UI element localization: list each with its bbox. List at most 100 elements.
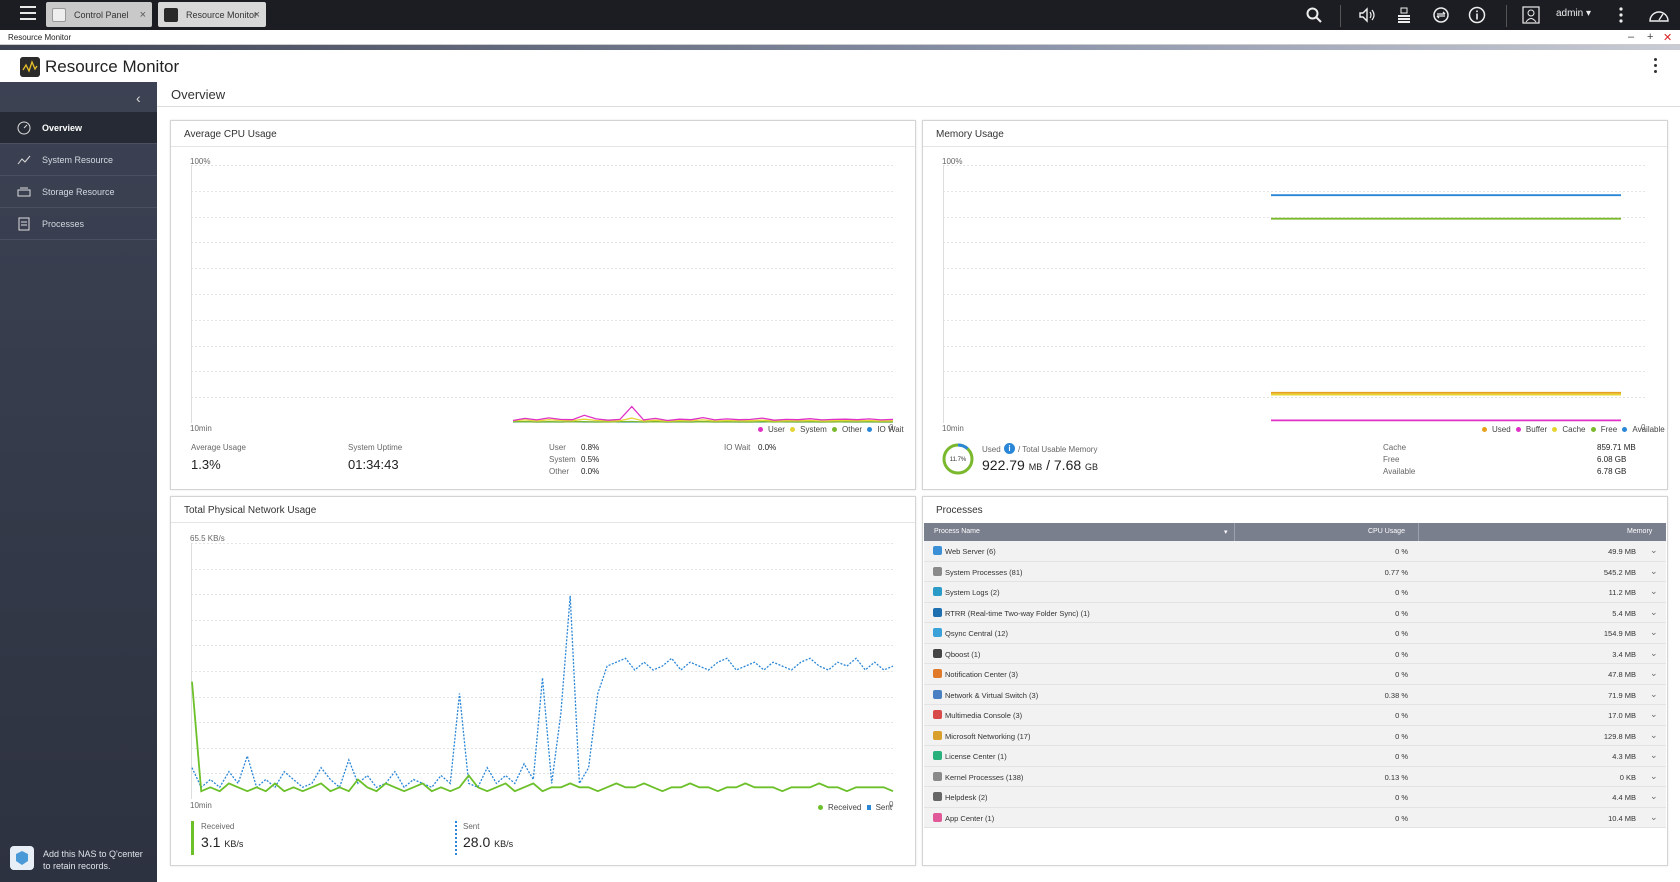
other-value: 0.0% (581, 467, 600, 476)
table-row[interactable]: App Center (1) 0 % 10.4 MB ⌄ (924, 807, 1666, 828)
sidebar-item-label: System Resource (42, 154, 114, 165)
close-tab-icon[interactable]: × (139, 8, 146, 21)
legend-item: Sent (866, 803, 892, 812)
divider (171, 146, 915, 147)
expand-row-icon[interactable]: ⌄ (1650, 770, 1658, 781)
sidebar-item-processes[interactable]: Processes (0, 208, 157, 240)
user-menu[interactable]: admin ▾ (1556, 8, 1592, 19)
search-icon[interactable] (1305, 6, 1323, 24)
table-row[interactable]: Kernel Processes (138) 0.13 % 0 KB ⌄ (924, 766, 1666, 787)
table-row[interactable]: License Center (1) 0 % 4.3 MB ⌄ (924, 746, 1666, 767)
dashboard-gauge-icon[interactable] (1648, 6, 1670, 24)
user-label: User (549, 443, 566, 452)
legend-item: Free (1590, 425, 1617, 434)
maximize-button[interactable]: + (1647, 31, 1654, 43)
column-cpu-usage[interactable]: CPU Usage (1368, 528, 1405, 535)
column-process-name[interactable]: Process Name (934, 528, 980, 535)
series-line-system (512, 417, 894, 422)
table-row[interactable]: System Logs (2) 0 % 11.2 MB ⌄ (924, 582, 1666, 603)
legend-item: Other (832, 425, 862, 434)
window-accent-bar (0, 45, 1680, 50)
table-row[interactable]: Qsync Central (12) 0 % 154.9 MB ⌄ (924, 623, 1666, 644)
volume-icon[interactable] (1358, 6, 1376, 24)
close-window-button[interactable]: ✕ (1663, 32, 1673, 44)
summary-separator: / (1046, 457, 1050, 473)
table-row[interactable]: Notification Center (3) 0 % 47.8 MB ⌄ (924, 664, 1666, 685)
total-value: 7.68 (1053, 457, 1082, 473)
info-icon[interactable] (1468, 6, 1486, 24)
process-cpu: 0 % (1395, 608, 1408, 618)
info-icon[interactable]: i (1004, 443, 1015, 454)
expand-row-icon[interactable]: ⌄ (1650, 811, 1658, 822)
expand-row-icon[interactable]: ⌄ (1650, 545, 1658, 555)
resource-monitor-logo-icon (20, 57, 40, 77)
expand-row-icon[interactable]: ⌄ (1650, 709, 1658, 719)
table-row[interactable]: Network & Virtual Switch (3) 0.38 % 71.9 M… (924, 684, 1666, 705)
sidebar-item-storage-resource[interactable]: Storage Resource (0, 176, 157, 208)
expand-row-icon[interactable]: ⌄ (1650, 627, 1658, 637)
process-icon (933, 812, 942, 822)
legend-item: User (758, 425, 785, 434)
expand-row-icon[interactable]: ⌄ (1650, 668, 1658, 678)
process-icon (933, 730, 942, 740)
zero-label: 0 (1641, 423, 1646, 432)
table-row[interactable]: Helpdesk (2) 0 % 4.4 MB ⌄ (924, 787, 1666, 808)
user-avatar-icon[interactable] (1522, 6, 1540, 24)
tab-control-panel[interactable]: Control Panel × (46, 2, 152, 27)
table-row[interactable]: Web Server (6) 0 % 49.9 MB ⌄ (924, 541, 1666, 562)
close-tab-icon[interactable]: × (253, 8, 260, 21)
table-row[interactable]: System Processes (81) 0.77 % 545.2 MB ⌄ (924, 561, 1666, 582)
expand-row-icon[interactable]: ⌄ (1650, 565, 1658, 576)
process-memory: 545.2 MB (1603, 567, 1636, 577)
column-divider (1418, 523, 1419, 541)
free-value: 6.08 GB (1597, 455, 1627, 464)
column-memory[interactable]: Memory (1627, 528, 1653, 535)
process-cpu: 0 % (1395, 813, 1408, 823)
process-memory: 49.9 MB (1608, 547, 1636, 556)
sidebar-item-overview[interactable]: Overview (0, 112, 157, 144)
expand-row-icon[interactable]: ⌄ (1650, 791, 1658, 801)
process-name: Kernel Processes (138) (945, 772, 1024, 782)
process-name: Helpdesk (2) (945, 793, 988, 802)
expand-row-icon[interactable]: ⌄ (1650, 647, 1658, 658)
list-icon (18, 217, 30, 230)
tasks-icon[interactable] (1395, 6, 1413, 24)
sent-unit: KB/s (494, 839, 514, 849)
process-icon (933, 689, 942, 699)
dashboard-icon (17, 121, 31, 134)
window-title-bar: Resource Monitor – + ✕ (0, 30, 1680, 45)
process-name: Web Server (6) (945, 547, 996, 556)
expand-row-icon[interactable]: ⌄ (1650, 586, 1658, 596)
process-name: Qsync Central (12) (945, 629, 1008, 638)
legend-item: Available (1622, 425, 1665, 434)
total-unit: GB (1085, 462, 1099, 472)
divider (171, 522, 915, 523)
sent-marker (455, 821, 457, 855)
series-line-received (191, 681, 894, 793)
legend-item: Cache (1552, 425, 1585, 434)
memory-gauge: 11.7% (942, 443, 974, 475)
cpu-legend: User System Other IO Wait (755, 425, 904, 434)
more-options-icon[interactable] (1612, 6, 1630, 24)
tab-label: Resource Monitor (186, 9, 258, 20)
sort-icon[interactable]: ▾ (1224, 529, 1228, 536)
expand-row-icon[interactable]: ⌄ (1650, 606, 1658, 617)
table-row[interactable]: Multimedia Console (3) 0 % 17.0 MB ⌄ (924, 705, 1666, 726)
table-row[interactable]: Qboost (1) 0 % 3.4 MB ⌄ (924, 643, 1666, 664)
expand-row-icon[interactable]: ⌄ (1650, 729, 1658, 740)
expand-row-icon[interactable]: ⌄ (1650, 688, 1658, 699)
legend-label: Received (828, 803, 862, 812)
table-row[interactable]: Microsoft Networking (17) 0 % 129.8 MB ⌄ (924, 725, 1666, 746)
main-menu-icon[interactable] (20, 6, 36, 20)
process-name: Microsoft Networking (17) (945, 731, 1031, 741)
cpu-chart (191, 165, 895, 423)
app-menu-icon[interactable] (1654, 58, 1658, 74)
table-row[interactable]: RTRR (Real-time Two-way Folder Sync) (1)… (924, 602, 1666, 623)
collapse-sidebar-icon[interactable]: ‹ (136, 90, 141, 106)
app-header: Resource Monitor (0, 50, 1680, 80)
sidebar-item-system-resource[interactable]: System Resource (0, 144, 157, 176)
minimize-button[interactable]: – (1628, 31, 1635, 43)
expand-row-icon[interactable]: ⌄ (1650, 750, 1658, 760)
sync-icon[interactable] (1432, 6, 1450, 24)
tab-resource-monitor[interactable]: Resource Monitor × (158, 2, 266, 27)
